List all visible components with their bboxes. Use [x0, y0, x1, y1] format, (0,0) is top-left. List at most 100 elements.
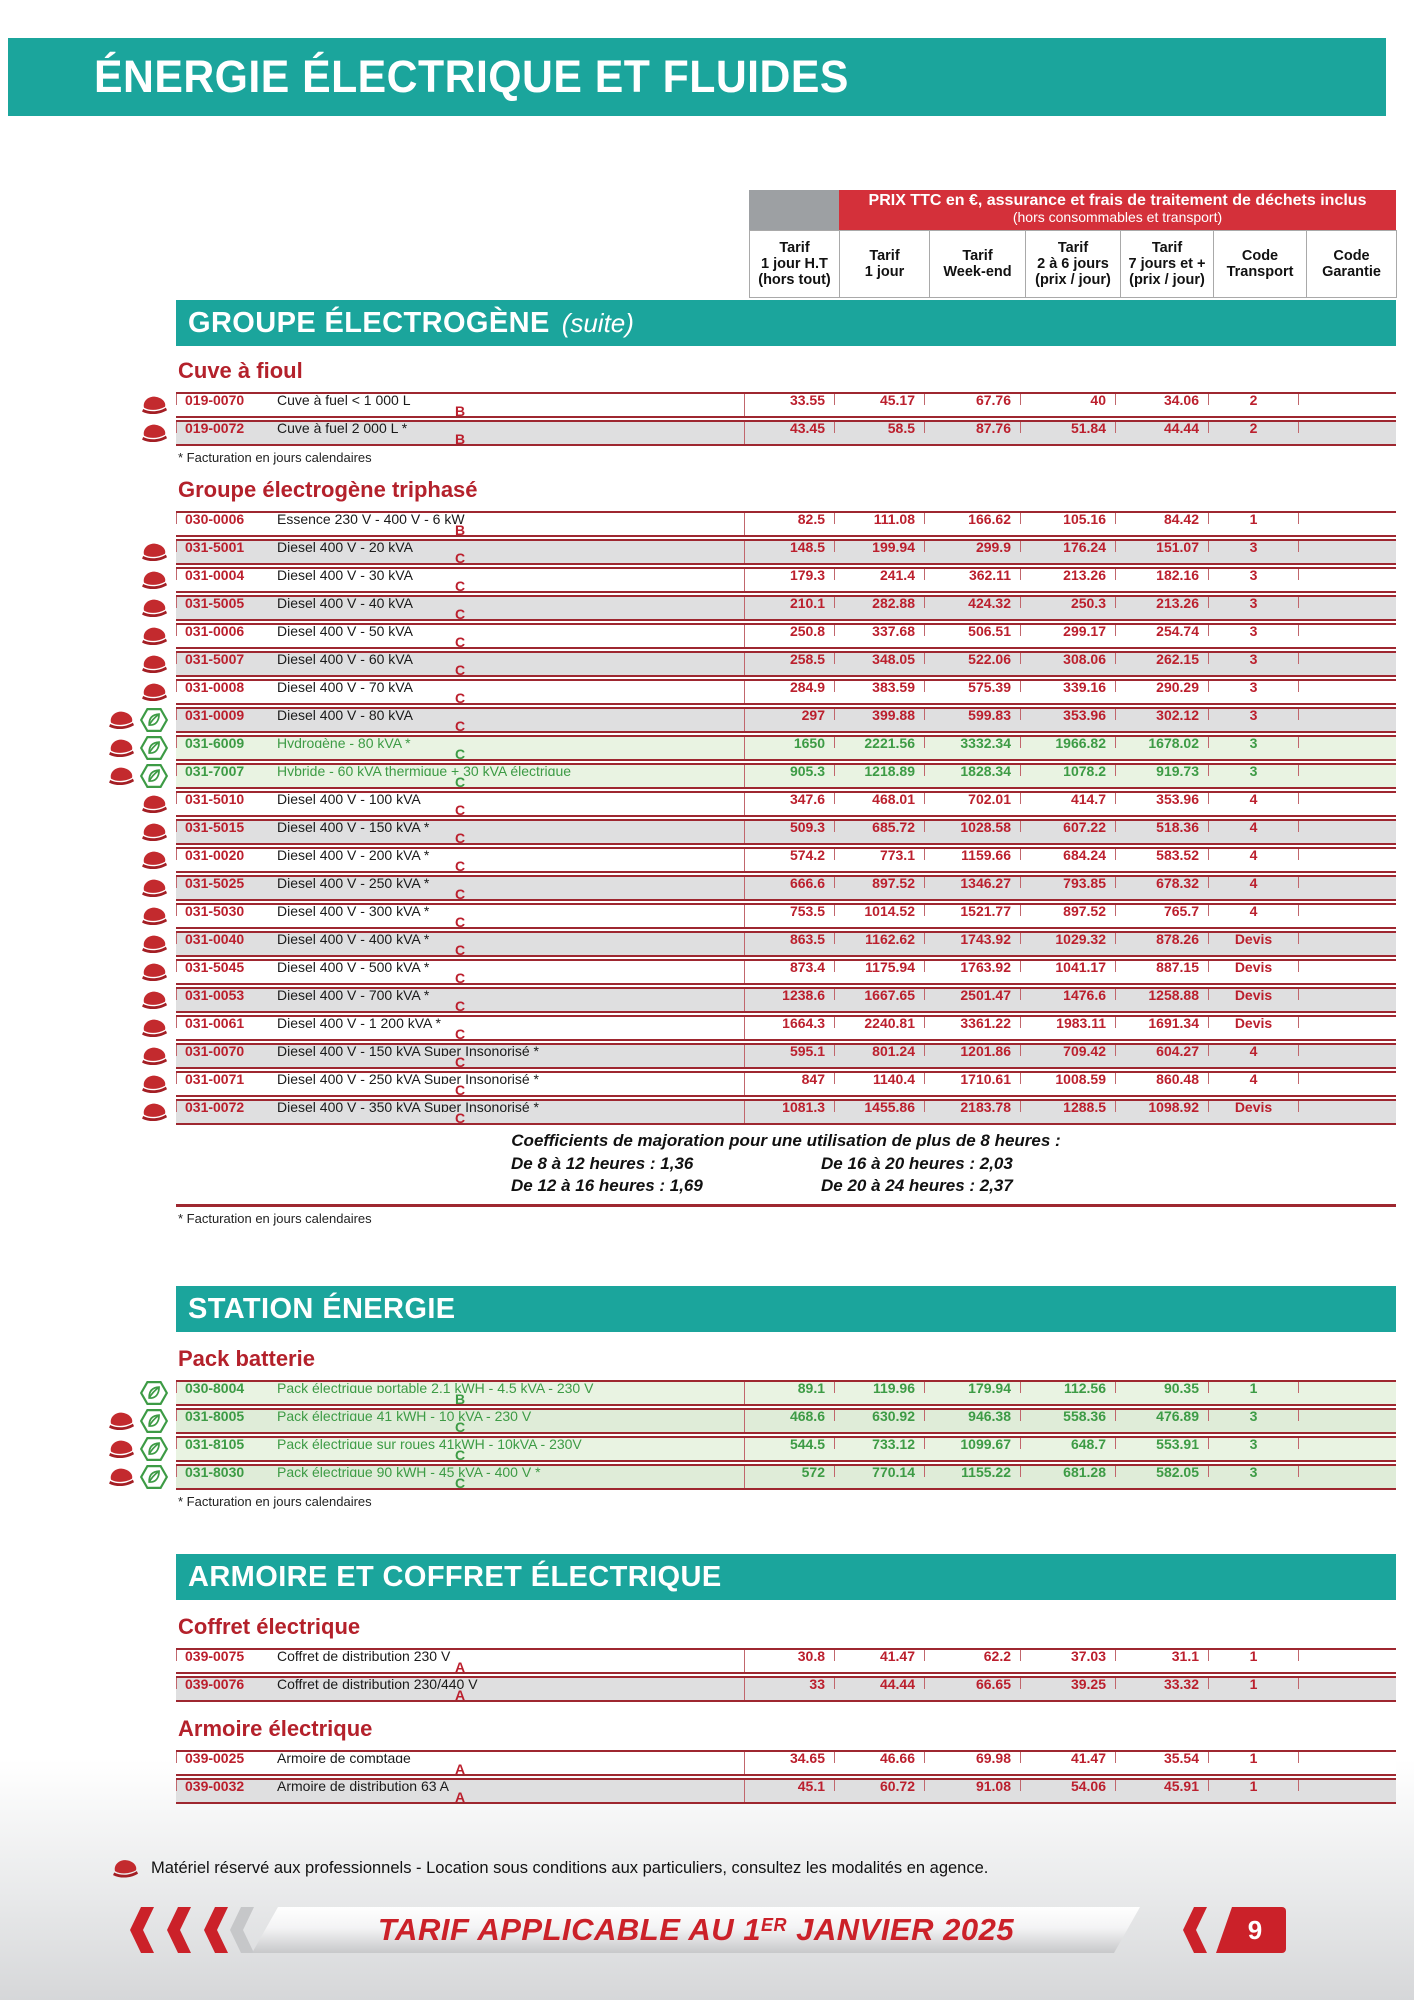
price-cell: 1155,22 — [925, 1466, 1021, 1477]
table-row: 031-8005 Pack électrique 41 kWH - 10 kVA … — [109, 1408, 1396, 1434]
price-cell: 54,06 — [1021, 1780, 1116, 1791]
tarif-banner: TARIF APPLICABLE AU 1ER JANVIER 2025 — [252, 1907, 1140, 1953]
price-cell: 897,52 — [1021, 905, 1116, 916]
product-label: Coffret de distribution 230/440 V — [277, 1678, 478, 1689]
product-label: Cuve à fuel 2 000 L * — [277, 422, 408, 433]
row-icons — [141, 423, 168, 444]
transport-code-cell: Devis — [1209, 933, 1299, 944]
transport-code-cell: Devis — [1209, 1101, 1299, 1112]
product-cell: 031-8030 Pack électrique 90 kWH - 45 kVA … — [176, 1466, 745, 1477]
group-heading: Pack batterie — [178, 1346, 315, 1371]
table-row: 039-0032 Armoire de distribution 63 A 45,1… — [176, 1778, 1396, 1804]
price-cell: 1175,94 — [835, 961, 925, 972]
table-row: 031-5005 Diesel 400 V - 40 kVA 210,1 282,88… — [142, 595, 1396, 621]
price-cell: 58,5 — [835, 422, 925, 433]
price-cell: 290,29 — [1116, 681, 1209, 692]
price-cell: 35,54 — [1116, 1752, 1209, 1763]
page-number-badge: 9 — [1216, 1907, 1286, 1953]
price-cell: 1099,67 — [925, 1438, 1021, 1449]
price-cell: 905,3 — [745, 765, 835, 776]
product-label: Pack électrique 90 kWH - 45 kVA - 400 V … — [277, 1466, 541, 1477]
price-cell: 182,16 — [1116, 569, 1209, 580]
price-cell: 353,96 — [1116, 793, 1209, 804]
price-cell: 681,28 — [1021, 1466, 1116, 1477]
transport-code-cell: 4 — [1209, 849, 1299, 860]
pro-cap-icon — [141, 626, 168, 647]
group-heading: Coffret électrique — [178, 1614, 361, 1639]
price-cell: 1098,92 — [1116, 1101, 1209, 1112]
product-code: 031-0072 — [185, 1101, 245, 1112]
price-cell: 753,5 — [745, 905, 835, 916]
price-cell: 45,91 — [1116, 1780, 1209, 1791]
price-table: 030-8004 Pack électrique portable 2,1 kWH… — [109, 1380, 1396, 1490]
price-cell: 148,5 — [745, 541, 835, 552]
price-cell: 414,7 — [1021, 793, 1116, 804]
price-cell: 2240,81 — [835, 1017, 925, 1028]
price-cell: 630,92 — [835, 1410, 925, 1421]
product-code: 031-0061 — [185, 1017, 245, 1028]
price-cell: 213,26 — [1116, 597, 1209, 608]
price-cell: 2221,56 — [835, 737, 925, 748]
transport-code-cell: 3 — [1209, 597, 1299, 608]
price-cell: 84,42 — [1116, 513, 1209, 524]
section-groupe-electrogene: GROUPE ÉLECTROGÈNE (suite) Cuve à fioul 0… — [109, 300, 1396, 1226]
price-table: 019-0070 Cuve à fuel < 1 000 L 33,55 45,17 6… — [142, 392, 1396, 446]
product-code: 031-5025 — [185, 877, 245, 888]
pro-cap-icon — [141, 906, 168, 927]
price-cell: 297 — [745, 709, 835, 720]
price-cell: 34,65 — [745, 1752, 835, 1763]
transport-code-cell: 3 — [1209, 681, 1299, 692]
transport-code-cell: Devis — [1209, 989, 1299, 1000]
product-code: 031-5010 — [185, 793, 245, 804]
table-row: 039-0025 Armoire de comptage 34,65 46,66 69,… — [176, 1750, 1396, 1776]
price-cell: 302,12 — [1116, 709, 1209, 720]
eco-leaf-icon — [139, 764, 169, 789]
table-row: 031-5001 Diesel 400 V - 20 kVA 148,5 199,94… — [142, 539, 1396, 565]
price-table: 039-0075 Coffret de distribution 230 V 30,… — [176, 1648, 1396, 1702]
product-cell: 031-8105 Pack électrique sur roues 41kWH … — [176, 1438, 745, 1449]
transport-code-cell: 1 — [1209, 1780, 1299, 1791]
section-banner-title: STATION ÉNERGIE — [188, 1292, 456, 1325]
column-header: Tarif 7 jours et + (prix / jour) — [1121, 230, 1214, 298]
price-cell: 648,7 — [1021, 1438, 1116, 1449]
garantie-code-cell: C — [176, 776, 745, 787]
transport-code-cell: 3 — [1209, 765, 1299, 776]
transport-code-cell: 3 — [1209, 569, 1299, 580]
pro-cap-icon — [112, 1858, 139, 1879]
price-cell: 91,08 — [925, 1780, 1021, 1791]
price-cell: 1678,02 — [1116, 737, 1209, 748]
product-code: 031-0071 — [185, 1073, 245, 1084]
price-cell: 765,7 — [1116, 905, 1209, 916]
product-label: Diesel 400 V - 60 kVA — [277, 653, 413, 664]
product-cell: 031-0053 Diesel 400 V - 700 kVA * — [176, 989, 745, 1000]
price-cell: 179,94 — [925, 1382, 1021, 1393]
product-cell: 031-5045 Diesel 400 V - 500 kVA * — [176, 961, 745, 972]
price-cell: 284,9 — [745, 681, 835, 692]
price-cell: 1041,17 — [1021, 961, 1116, 972]
garantie-code-cell: C — [176, 608, 745, 619]
row-icons — [141, 878, 168, 899]
product-label: Hybride - 60 kVA thermique + 30 kVA élec… — [277, 765, 572, 776]
pro-cap-icon — [141, 682, 168, 703]
section-banner-title: ARMOIRE ET COFFRET ÉLECTRIQUE — [188, 1560, 722, 1593]
price-cell: 1162,62 — [835, 933, 925, 944]
product-code: 031-5015 — [185, 821, 245, 832]
price-cell: 946,38 — [925, 1410, 1021, 1421]
row-icons — [141, 395, 168, 416]
table-row: 031-7007 Hybride - 60 kVA thermique + 30 … — [109, 763, 1396, 789]
product-code: 019-0072 — [185, 422, 245, 433]
pro-cap-icon — [141, 423, 168, 444]
row-icons — [108, 764, 169, 789]
price-cell: 44,44 — [1116, 422, 1209, 433]
table-row: 031-0006 Diesel 400 V - 50 kVA 250,8 337,68… — [142, 623, 1396, 649]
transport-code-cell: Devis — [1209, 1017, 1299, 1028]
garantie-code-cell: C — [176, 1000, 745, 1011]
price-cell: 847 — [745, 1073, 835, 1084]
price-table: 039-0025 Armoire de comptage 34,65 46,66 69,… — [176, 1750, 1396, 1804]
price-cell: 254,74 — [1116, 625, 1209, 636]
coefficients-note: Coefficients de majoration pour une util… — [176, 1131, 1396, 1196]
legend: Matériel réservé aux professionnels - Lo… — [112, 1858, 988, 1879]
garantie-code-cell: C — [176, 1449, 745, 1460]
price-cell: 733,12 — [835, 1438, 925, 1449]
pro-cap-icon — [108, 710, 135, 731]
